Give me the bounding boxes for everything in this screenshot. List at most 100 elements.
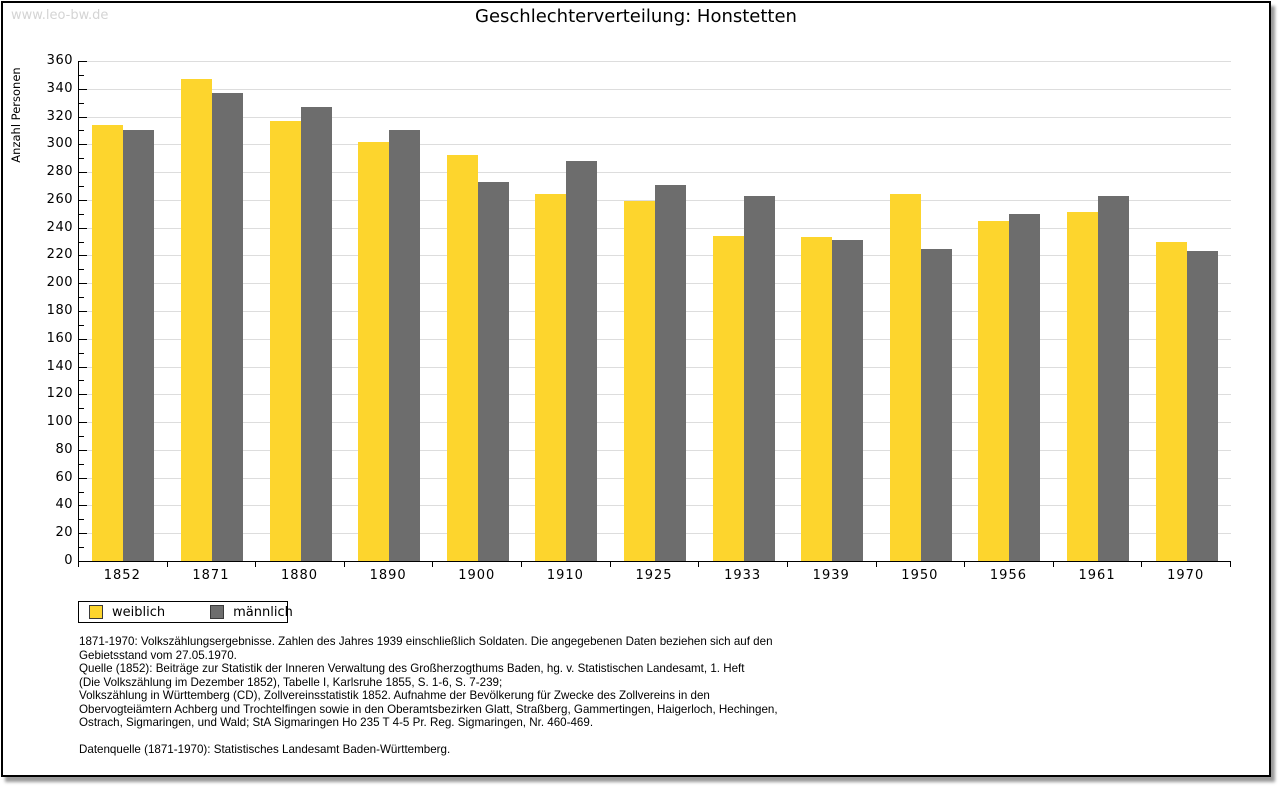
x-tick-label-1890: 1890 bbox=[369, 568, 407, 583]
legend-label-weiblich: weiblich bbox=[112, 604, 166, 620]
y-tick-270 bbox=[79, 186, 84, 187]
y-tick-350 bbox=[79, 74, 84, 76]
y-tick-220 bbox=[79, 255, 87, 257]
footnote-line-1: 1871-1970: Volkszählungsergebnisse. Zahl… bbox=[79, 635, 773, 648]
bar-weiblich-1956 bbox=[978, 220, 1010, 561]
legend-item-weiblich: weiblich bbox=[89, 605, 165, 620]
bar-weiblich-1890 bbox=[358, 141, 390, 561]
bar-weiblich-1910 bbox=[535, 194, 567, 561]
x-tick-label-1852: 1852 bbox=[103, 568, 141, 583]
footnote-line-4: (Die Volkszählung im Dezember 1852), Tab… bbox=[79, 675, 503, 689]
legend-label-männlich: männlich bbox=[233, 604, 293, 620]
x-tick-12 bbox=[1141, 562, 1143, 567]
bar-männlich-1956 bbox=[1009, 213, 1041, 561]
chart-title: Geschlechterverteilung: Honstetten bbox=[475, 6, 797, 27]
x-tick-11 bbox=[1052, 562, 1054, 567]
y-tick-label-180: 180 bbox=[46, 303, 73, 318]
legend-swatch-männlich bbox=[210, 605, 225, 619]
bar-männlich-1900 bbox=[477, 181, 509, 561]
bar-männlich-1880 bbox=[300, 106, 332, 561]
x-tick-8 bbox=[786, 562, 788, 567]
x-tick-2 bbox=[255, 562, 257, 567]
gridline-300 bbox=[79, 144, 1231, 146]
y-tick-50 bbox=[79, 491, 84, 493]
y-tick-label-160: 160 bbox=[46, 330, 73, 346]
footnote-text: 1871-1970: Volkszählungsergebnisse. Zahl… bbox=[79, 635, 778, 730]
y-tick-250 bbox=[79, 213, 84, 215]
y-tick-120 bbox=[79, 394, 87, 396]
bar-weiblich-1880 bbox=[269, 120, 301, 561]
x-tick-label-1956: 1956 bbox=[989, 568, 1027, 583]
y-tick-label-320: 320 bbox=[46, 108, 73, 124]
y-tick-280 bbox=[79, 172, 87, 174]
footnote-line-6: Obervogteiämtern Achberg und Trochtelfin… bbox=[79, 702, 778, 716]
y-tick-20 bbox=[79, 533, 87, 535]
footnotes: 1871-1970: Volkszählungsergebnisse. Zahl… bbox=[79, 635, 778, 756]
gridline-340 bbox=[79, 88, 1231, 90]
bar-weiblich-1939 bbox=[801, 237, 833, 561]
y-tick-190 bbox=[79, 297, 84, 299]
y-tick-290 bbox=[79, 158, 84, 160]
y-tick-110 bbox=[79, 408, 84, 410]
y-tick-label-60: 60 bbox=[55, 469, 73, 485]
y-tick-label-280: 280 bbox=[46, 164, 73, 180]
x-tick-label-1970: 1970 bbox=[1167, 568, 1205, 583]
y-tick-240 bbox=[79, 227, 87, 229]
y-tick-10 bbox=[79, 547, 84, 549]
gridline-280 bbox=[79, 172, 1231, 174]
y-tick-label-200: 200 bbox=[46, 275, 73, 291]
y-tick-310 bbox=[79, 130, 84, 132]
footnote-line-7: Ostrach, Sigmaringen, und Wald; StA Sigm… bbox=[79, 716, 594, 729]
y-tick-label-40: 40 bbox=[55, 497, 73, 513]
y-axis-tick-labels: 0 20 40 60 80 100 120 140 160 180 200 220 240 260 280 3… bbox=[3, 54, 73, 568]
gridline-360 bbox=[79, 61, 1231, 62]
x-tick-label-1925: 1925 bbox=[635, 568, 673, 583]
bar-weiblich-1950 bbox=[889, 194, 921, 561]
bar-männlich-1890 bbox=[389, 130, 421, 561]
x-tick-3 bbox=[343, 562, 345, 567]
y-tick-230 bbox=[79, 241, 84, 243]
y-tick-label-220: 220 bbox=[46, 247, 73, 263]
plot-area bbox=[78, 61, 1231, 562]
bar-weiblich-1961 bbox=[1067, 212, 1099, 561]
legend-swatch-weiblich bbox=[89, 605, 103, 619]
y-tick-330 bbox=[79, 102, 84, 104]
y-tick-30 bbox=[79, 519, 84, 521]
y-tick-80 bbox=[79, 449, 87, 451]
y-tick-label-20: 20 bbox=[55, 525, 73, 541]
bar-weiblich-1871 bbox=[180, 79, 212, 561]
bar-männlich-1970 bbox=[1186, 251, 1218, 561]
y-tick-label-340: 340 bbox=[46, 80, 73, 96]
footnote-line-3: Quelle (1852): Beiträge zur Statistik de… bbox=[79, 662, 745, 675]
bar-weiblich-1925 bbox=[624, 201, 655, 561]
y-tick-260 bbox=[79, 199, 87, 201]
y-tick-300 bbox=[79, 144, 87, 146]
chart-frame: www.leo-bw.de Geschlechterverteilung: Ho… bbox=[1, 1, 1271, 777]
y-tick-360 bbox=[79, 61, 87, 62]
y-tick-60 bbox=[79, 477, 87, 479]
y-tick-340 bbox=[79, 88, 87, 90]
x-tick-9 bbox=[875, 562, 877, 567]
x-tick-5 bbox=[521, 562, 523, 567]
bar-weiblich-1852 bbox=[92, 124, 124, 561]
legend-item-männlich: männlich bbox=[210, 605, 293, 620]
bar-männlich-1871 bbox=[211, 92, 243, 561]
x-tick-label-1900: 1900 bbox=[458, 568, 496, 583]
y-tick-label-120: 120 bbox=[46, 386, 73, 402]
y-tick-180 bbox=[79, 311, 87, 312]
y-tick-label-140: 140 bbox=[46, 358, 73, 374]
y-tick-label-260: 260 bbox=[46, 191, 73, 207]
y-tick-70 bbox=[79, 463, 84, 465]
bar-männlich-1950 bbox=[920, 248, 952, 561]
gridline-320 bbox=[79, 116, 1231, 118]
x-tick-0 bbox=[78, 562, 79, 567]
y-tick-130 bbox=[79, 380, 84, 382]
y-tick-150 bbox=[79, 352, 84, 354]
bar-weiblich-1933 bbox=[712, 236, 744, 561]
x-tick-1 bbox=[166, 562, 168, 567]
legend: weiblich männlich bbox=[78, 601, 293, 623]
x-tick-label-1871: 1871 bbox=[192, 568, 230, 583]
bar-männlich-1910 bbox=[566, 161, 598, 561]
x-tick-label-1950: 1950 bbox=[901, 568, 939, 583]
